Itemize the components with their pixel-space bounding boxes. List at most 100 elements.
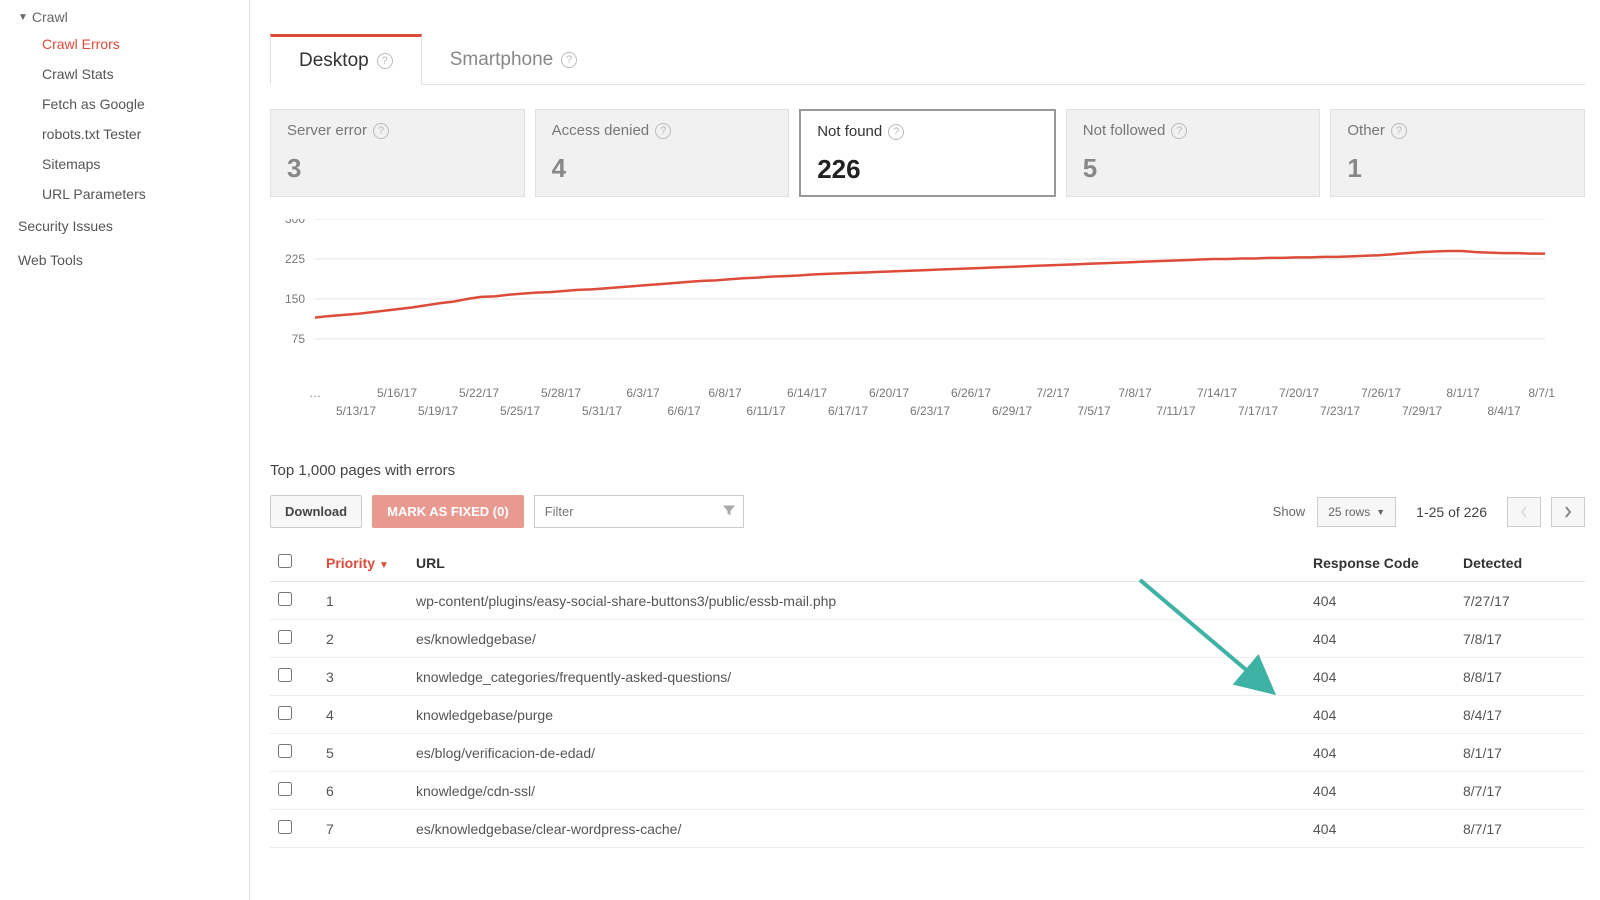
table-row[interactable]: 7es/knowledgebase/clear-wordpress-cache/… (270, 810, 1585, 848)
tab-smartphone[interactable]: Smartphone? (422, 34, 606, 84)
sidebar-item-crawl-stats[interactable]: Crawl Stats (42, 59, 249, 89)
column-header-priority[interactable]: Priority▼ (318, 544, 408, 582)
column-header-url[interactable]: URL (408, 544, 1305, 582)
tab-label: Smartphone (450, 49, 554, 71)
card-title-label: Not followed (1083, 122, 1166, 139)
row-checkbox[interactable] (278, 820, 292, 834)
svg-text:5/19/17: 5/19/17 (418, 404, 458, 418)
card-value: 1 (1347, 153, 1568, 184)
card-server-error[interactable]: Server error?3 (270, 109, 525, 197)
prev-page-button[interactable] (1507, 497, 1541, 527)
cell-detected: 7/27/17 (1455, 582, 1585, 620)
column-header-detected[interactable]: Detected (1455, 544, 1585, 582)
table-toolbar: Download MARK AS FIXED (0) Show 25 rows … (270, 495, 1585, 528)
card-value: 5 (1083, 153, 1304, 184)
row-checkbox[interactable] (278, 744, 292, 758)
svg-text:6/23/17: 6/23/17 (910, 404, 950, 418)
card-title-label: Access denied (552, 122, 650, 139)
help-icon[interactable]: ? (1171, 123, 1187, 139)
card-access-denied[interactable]: Access denied? 4 (535, 109, 790, 197)
sidebar-item-crawl-errors[interactable]: Crawl Errors (42, 29, 249, 59)
table-subtitle: Top 1,000 pages with errors (270, 462, 1585, 479)
help-icon[interactable]: ? (888, 124, 904, 140)
sidebar: ▼ Crawl Crawl ErrorsCrawl StatsFetch as … (0, 0, 250, 900)
cell-priority: 4 (318, 696, 408, 734)
cell-url: knowledge_categories/frequently-asked-qu… (408, 658, 1305, 696)
row-checkbox[interactable] (278, 782, 292, 796)
card-value: 226 (817, 154, 1038, 185)
svg-text:8/7/17: 8/7/17 (1528, 386, 1555, 400)
svg-text:5/28/17: 5/28/17 (541, 386, 581, 400)
sidebar-section-label: Crawl (32, 9, 68, 25)
show-label: Show (1273, 504, 1306, 519)
tab-label: Desktop (299, 50, 369, 72)
svg-text:5/31/17: 5/31/17 (582, 404, 622, 418)
card-value: 3 (287, 153, 508, 184)
sidebar-item-fetch-as-google[interactable]: Fetch as Google (42, 89, 249, 119)
svg-text:75: 75 (292, 332, 306, 346)
cell-response: 404 (1305, 810, 1455, 848)
help-icon[interactable]: ? (373, 123, 389, 139)
svg-text:7/26/17: 7/26/17 (1361, 386, 1401, 400)
cell-url: es/knowledgebase/clear-wordpress-cache/ (408, 810, 1305, 848)
next-page-button[interactable] (1551, 497, 1585, 527)
sidebar-item-web-tools[interactable]: Web Tools (18, 243, 249, 277)
svg-text:6/6/17: 6/6/17 (667, 404, 701, 418)
table-row[interactable]: 1wp-content/plugins/easy-social-share-bu… (270, 582, 1585, 620)
card-title-label: Not found (817, 123, 882, 140)
column-header-response[interactable]: Response Code (1305, 544, 1455, 582)
cell-url: wp-content/plugins/easy-social-share-but… (408, 582, 1305, 620)
row-checkbox[interactable] (278, 592, 292, 606)
table-row[interactable]: 4knowledgebase/purge4048/4/17 (270, 696, 1585, 734)
svg-text:7/17/17: 7/17/17 (1238, 404, 1278, 418)
help-icon[interactable]: ? (377, 53, 393, 69)
svg-text:6/3/17: 6/3/17 (626, 386, 660, 400)
svg-text:6/11/17: 6/11/17 (746, 404, 785, 418)
caret-down-icon: ▼ (1376, 507, 1385, 517)
sort-caret-icon: ▼ (379, 560, 389, 571)
cell-priority: 3 (318, 658, 408, 696)
cell-priority: 6 (318, 772, 408, 810)
sidebar-section-crawl[interactable]: ▼ Crawl (18, 5, 249, 29)
sidebar-item-sitemaps[interactable]: Sitemaps (42, 149, 249, 179)
sidebar-item-robots-txt-tester[interactable]: robots.txt Tester (42, 119, 249, 149)
table-row[interactable]: 3knowledge_categories/frequently-asked-q… (270, 658, 1585, 696)
card-not-found[interactable]: Not found? 226 (799, 109, 1056, 197)
device-tabs: Desktop?Smartphone? (270, 34, 1585, 85)
help-icon[interactable]: ? (1391, 123, 1407, 139)
card-not-followed[interactable]: Not followed? 5 (1066, 109, 1321, 197)
table-row[interactable]: 6knowledge/cdn-ssl/4048/7/17 (270, 772, 1585, 810)
cell-detected: 7/8/17 (1455, 620, 1585, 658)
svg-text:…: … (309, 386, 321, 400)
svg-text:5/16/17: 5/16/17 (377, 386, 417, 400)
row-checkbox[interactable] (278, 668, 292, 682)
svg-text:8/1/17: 8/1/17 (1446, 386, 1480, 400)
filter-input[interactable] (534, 495, 744, 528)
card-value: 4 (552, 153, 773, 184)
sidebar-item-url-parameters[interactable]: URL Parameters (42, 179, 249, 209)
svg-text:7/2/17: 7/2/17 (1036, 386, 1070, 400)
cell-detected: 8/7/17 (1455, 772, 1585, 810)
sidebar-item-security-issues[interactable]: Security Issues (18, 209, 249, 243)
cell-priority: 7 (318, 810, 408, 848)
download-button[interactable]: Download (270, 495, 362, 528)
card-title-label: Other (1347, 122, 1385, 139)
svg-text:7/8/17: 7/8/17 (1118, 386, 1152, 400)
svg-text:7/5/17: 7/5/17 (1077, 404, 1111, 418)
svg-text:6/8/17: 6/8/17 (708, 386, 742, 400)
row-checkbox[interactable] (278, 706, 292, 720)
help-icon[interactable]: ? (655, 123, 671, 139)
table-row[interactable]: 2es/knowledgebase/4047/8/17 (270, 620, 1585, 658)
chevron-left-icon (1519, 505, 1529, 519)
chart-container: 75150225300…5/16/175/22/175/28/176/3/176… (270, 219, 1585, 434)
rows-per-page-select[interactable]: 25 rows ▼ (1317, 497, 1396, 527)
table-row[interactable]: 5es/blog/verificacion-de-edad/4048/1/17 (270, 734, 1585, 772)
help-icon[interactable]: ? (561, 52, 577, 68)
mark-as-fixed-button[interactable]: MARK AS FIXED (0) (372, 495, 524, 528)
cell-response: 404 (1305, 696, 1455, 734)
tab-desktop[interactable]: Desktop? (270, 34, 422, 85)
card-other[interactable]: Other? 1 (1330, 109, 1585, 197)
svg-text:7/23/17: 7/23/17 (1320, 404, 1360, 418)
select-all-checkbox[interactable] (278, 554, 292, 568)
row-checkbox[interactable] (278, 630, 292, 644)
